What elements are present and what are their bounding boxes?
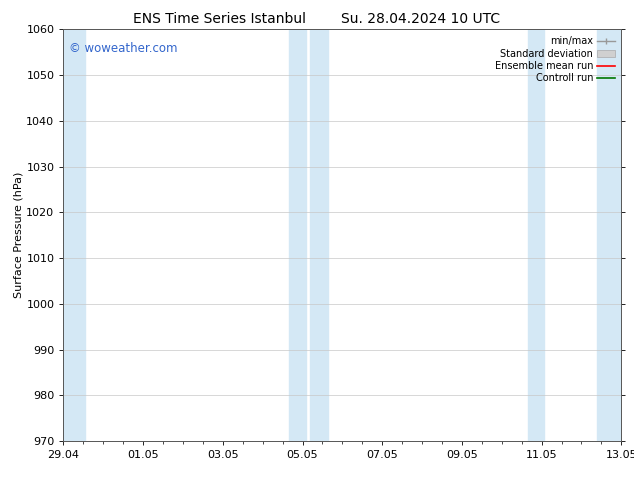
Legend: min/max, Standard deviation, Ensemble mean run, Controll run: min/max, Standard deviation, Ensemble me… — [493, 34, 616, 85]
Bar — [63, 29, 86, 441]
Bar — [311, 29, 328, 441]
Bar — [288, 29, 306, 441]
Y-axis label: Surface Pressure (hPa): Surface Pressure (hPa) — [13, 172, 23, 298]
Bar — [527, 29, 543, 441]
Bar — [597, 29, 623, 441]
Text: © woweather.com: © woweather.com — [69, 42, 178, 55]
Text: ENS Time Series Istanbul        Su. 28.04.2024 10 UTC: ENS Time Series Istanbul Su. 28.04.2024 … — [133, 12, 501, 26]
